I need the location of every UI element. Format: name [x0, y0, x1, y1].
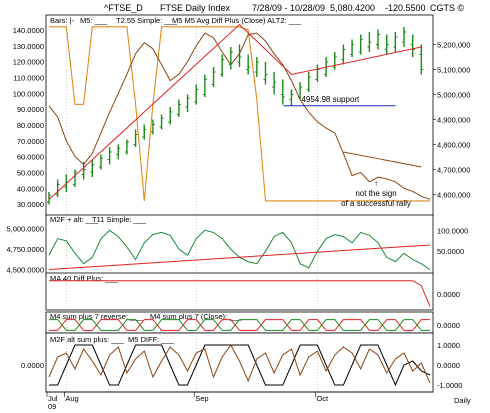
- price-legend-entry: M5: ___: [80, 16, 108, 25]
- symbol: ^FTSE_D: [104, 3, 143, 13]
- m2f-panel: [45, 214, 434, 275]
- price-left-tick-label: 140.0000: [13, 26, 44, 35]
- price-left-tick-label: 100.0000: [13, 89, 44, 98]
- m5diff-legend-entry: M2F alt sum plus: ___: [50, 335, 125, 344]
- price-right-tick-label: 4,900,000: [437, 116, 470, 125]
- brand: CGTS ©: [430, 3, 465, 13]
- annotation-arrow: ↑: [374, 179, 378, 188]
- t255-line: [49, 26, 430, 202]
- price-left-tick-label: 90.0000: [17, 105, 44, 114]
- support-label: 4954.98 support: [301, 95, 360, 104]
- m5diff-brown-line: [48, 344, 431, 384]
- last-value: 5,080.4200: [330, 3, 376, 13]
- m5diff-right-tick-label: -1.0000: [437, 381, 462, 390]
- m2f-left-tick-label: 4,500.0000: [6, 266, 44, 275]
- price-legend-entry: T2.55 Simple: ___: [116, 16, 178, 25]
- ma40-right-tick-label: 0.0000: [437, 290, 460, 299]
- m2f-legend-entry: M2F + alt: ___: [50, 215, 99, 224]
- price-legend-entry: M5 M5 Avg Diff Plus (Close) ALT2: ___: [172, 16, 302, 25]
- price-right-tick-label: 4,700,000: [437, 166, 470, 175]
- price-left-tick-label: 40.0000: [17, 184, 44, 193]
- m2f-legend-entry: T11 Simple: ___: [92, 215, 147, 224]
- price-left-tick-label: 30.0000: [17, 200, 44, 209]
- m2f-left-tick-label: 5,000.0000: [6, 225, 44, 234]
- month-label: Aug: [65, 394, 78, 403]
- m5diff-panel: [45, 332, 434, 393]
- year-label: 09: [48, 402, 56, 411]
- t11-line: [48, 244, 431, 271]
- price-right-tick-label: 4,800,000: [437, 141, 470, 150]
- ma40-legend-entry: MA 40 Diff Plus: ___: [50, 274, 119, 283]
- price-left-tick-label: 70.0000: [17, 137, 44, 146]
- m5diff-black-line: [49, 344, 431, 387]
- m2f-right-tick-label: 100.0000: [437, 226, 468, 235]
- annotation-line-2: of a successful rally: [341, 199, 411, 208]
- period-label: Daily: [454, 396, 471, 405]
- price-right-tick-label: 5,100,000: [437, 66, 470, 75]
- month-label: Jul: [48, 394, 58, 403]
- m4-legend-entry: M4 sum plus 7 reverse: ___: [50, 312, 143, 321]
- price-right-tick-label: 5,000,000: [437, 91, 470, 100]
- price-right-tick-label: 4,600,000: [437, 191, 470, 200]
- m2f-left-tick-label: 4,750.0000: [6, 245, 44, 254]
- month-label: Oct: [316, 394, 329, 403]
- date-range: 7/28/09 - 10/28/09: [252, 3, 326, 13]
- price-left-tick-label: 120.0000: [13, 58, 44, 67]
- m4-reverse-line: [49, 319, 430, 331]
- price-trend-line: [48, 23, 422, 200]
- price-left-tick-label: 60.0000: [17, 153, 44, 162]
- m5diff-legend-entry: M5 DIFF: ___: [128, 335, 175, 344]
- m5diff-right-tick-label: 1.0000: [437, 341, 460, 350]
- change-value: -120.5500: [385, 3, 426, 13]
- ma40-panel: [45, 272, 434, 311]
- price-left-tick-label: 110.0000: [13, 73, 44, 82]
- m5diff-right-tick-label: 0.0000: [437, 361, 460, 370]
- price-left-tick-label: 130.0000: [13, 42, 44, 51]
- price-left-tick-label: 50.0000: [17, 168, 44, 177]
- m2f-right-tick-label: 50.0000: [437, 247, 464, 256]
- m4-legend-entry: M4 sum plus 7 (Close): ___: [150, 312, 243, 321]
- m5-trend-line: [343, 151, 422, 168]
- price-right-tick-label: 5,200,000: [437, 41, 470, 50]
- index-name: FTSE Daily Index: [160, 3, 231, 13]
- month-label: Sep: [195, 394, 208, 403]
- price-legend-entry: Bars: |-: [50, 16, 75, 25]
- m5diff-left-tick-label: 0.0000: [21, 361, 44, 370]
- m4-right-tick-label: 0.0000: [437, 321, 460, 330]
- chart-title-bar: ^FTSE_D FTSE Daily Index 7/28/09 - 10/28…: [0, 0, 490, 14]
- ma40-line: [49, 280, 431, 307]
- m4-close-line: [49, 319, 430, 331]
- price-left-tick-label: 80.0000: [17, 121, 44, 130]
- annotation-line-1: not the sign: [355, 189, 396, 198]
